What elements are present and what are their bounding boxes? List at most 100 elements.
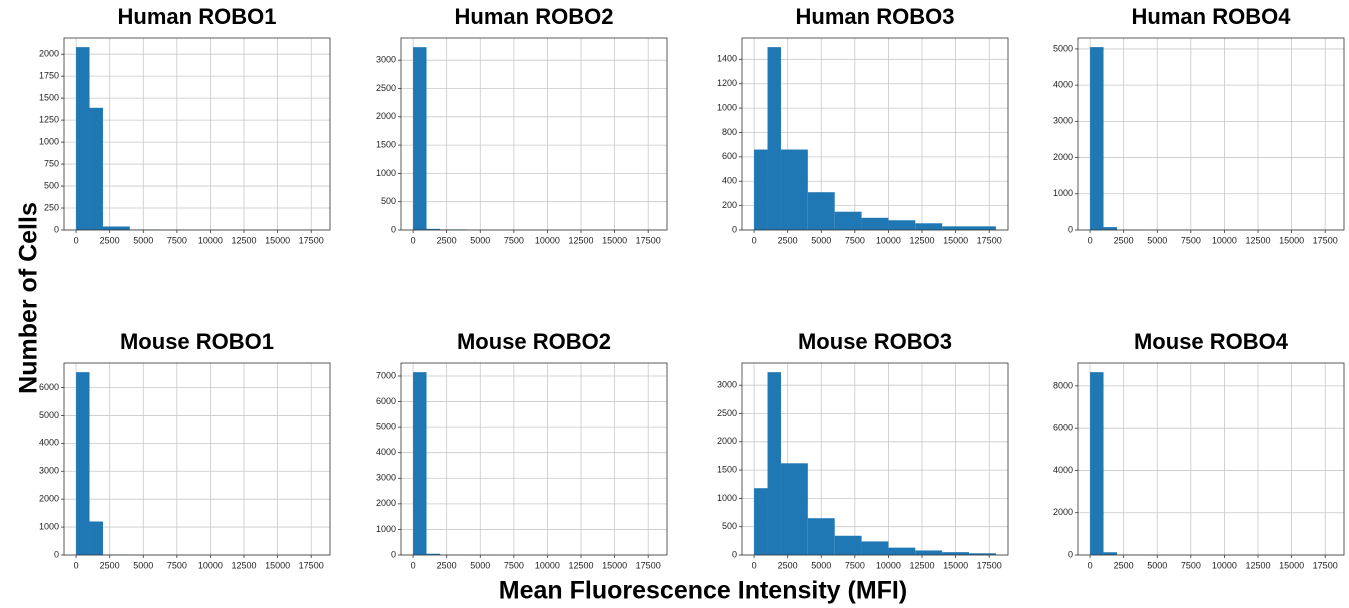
x-tick-label: 0: [411, 235, 416, 245]
y-tick-label: 2500: [376, 83, 396, 93]
bar: [767, 47, 781, 231]
x-tick-label: 10000: [1212, 560, 1237, 570]
y-tick-label: 2000: [39, 494, 59, 504]
y-tick-label: 5000: [376, 422, 396, 432]
x-tick-label: 2500: [778, 560, 798, 570]
bar: [89, 107, 103, 230]
y-tick-label: 3000: [376, 473, 396, 483]
bar: [426, 228, 440, 230]
x-tick-label: 0: [74, 560, 79, 570]
bar: [807, 518, 835, 555]
y-tick-label: 1750: [39, 71, 59, 81]
x-tick-label: 0: [1088, 235, 1093, 245]
axes-frame: [63, 37, 331, 231]
x-tick-label: 2500: [778, 235, 798, 245]
y-tick-label: 2500: [717, 408, 737, 418]
y-tick-label: 600: [722, 151, 737, 161]
y-tick-label: 0: [391, 224, 396, 234]
bar: [861, 541, 889, 555]
chart-title: Human ROBO4: [1132, 4, 1292, 29]
y-tick-label: 1250: [39, 114, 59, 124]
x-tick-label: 0: [74, 235, 79, 245]
x-tick-label: 5000: [133, 560, 153, 570]
y-tick-label: 0: [1068, 549, 1073, 559]
bar: [807, 192, 835, 230]
x-tick-label: 2500: [100, 235, 120, 245]
y-tick-label: 400: [722, 176, 737, 186]
axes-frame: [400, 362, 668, 556]
x-tick-label: 7500: [1181, 235, 1201, 245]
x-tick-label: 10000: [876, 560, 901, 570]
x-tick-label: 10000: [535, 235, 560, 245]
y-tick-label: 1500: [376, 139, 396, 149]
x-tick-label: 12500: [569, 560, 594, 570]
x-tick-label: 17500: [977, 560, 1002, 570]
y-tick-label: 500: [44, 180, 59, 190]
y-tick-label: 250: [44, 202, 59, 212]
bar: [754, 488, 768, 555]
bar: [1103, 552, 1117, 555]
bar: [834, 535, 862, 555]
y-tick-label: 2000: [376, 111, 396, 121]
x-tick-label: 0: [1088, 560, 1093, 570]
y-tick-label: 0: [54, 224, 59, 234]
x-tick-label: 5000: [133, 235, 153, 245]
y-tick-label: 1500: [717, 464, 737, 474]
x-tick-label: 7500: [845, 560, 865, 570]
y-tick-label: 750: [44, 158, 59, 168]
y-tick-label: 3000: [39, 466, 59, 476]
x-tick-label: 5000: [811, 235, 831, 245]
bar: [1090, 47, 1104, 231]
y-tick-label: 800: [722, 127, 737, 137]
y-tick-label: 8000: [1053, 380, 1073, 390]
bar: [102, 226, 130, 230]
bar: [861, 217, 889, 230]
y-tick-label: 2000: [376, 498, 396, 508]
x-tick-label: 7500: [167, 560, 187, 570]
y-tick-label: 6000: [39, 382, 59, 392]
x-tick-label: 15000: [265, 235, 290, 245]
y-tick-label: 3000: [717, 380, 737, 390]
x-tick-label: 17500: [299, 235, 324, 245]
x-tick-label: 7500: [845, 235, 865, 245]
y-tick-label: 5000: [1053, 43, 1073, 53]
y-tick-label: 3000: [1053, 116, 1073, 126]
chart-title: Mouse ROBO3: [798, 329, 952, 354]
x-axis-label: Mean Fluorescence Intensity (MFI): [499, 577, 907, 605]
x-tick-label: 12500: [569, 235, 594, 245]
x-tick-label: 7500: [504, 560, 524, 570]
x-tick-label: 15000: [602, 560, 627, 570]
bar: [767, 372, 781, 555]
x-tick-label: 7500: [504, 235, 524, 245]
bar: [426, 553, 440, 555]
x-tick-label: 0: [752, 235, 757, 245]
bar: [76, 372, 90, 555]
x-tick-label: 12500: [1246, 235, 1271, 245]
x-tick-label: 12500: [232, 235, 257, 245]
y-tick-label: 1000: [376, 168, 396, 178]
bar: [888, 547, 916, 555]
y-tick-label: 6000: [376, 396, 396, 406]
y-tick-label: 0: [1068, 224, 1073, 234]
axes-frame: [63, 362, 331, 556]
x-tick-label: 12500: [1246, 560, 1271, 570]
y-tick-label: 4000: [39, 438, 59, 448]
y-tick-label: 0: [732, 224, 737, 234]
x-tick-label: 12500: [910, 235, 935, 245]
y-tick-label: 1000: [717, 102, 737, 112]
bar: [89, 521, 103, 555]
y-tick-label: 4000: [376, 447, 396, 457]
y-tick-label: 1000: [376, 524, 396, 534]
x-tick-label: 17500: [1313, 235, 1338, 245]
y-tick-label: 200: [722, 200, 737, 210]
y-tick-label: 2000: [1053, 152, 1073, 162]
y-tick-label: 1000: [39, 136, 59, 146]
x-tick-label: 10000: [198, 235, 223, 245]
chart-title: Human ROBO1: [118, 4, 277, 29]
chart-title: Mouse ROBO2: [457, 329, 611, 354]
x-tick-label: 17500: [977, 235, 1002, 245]
y-tick-label: 2000: [39, 49, 59, 59]
y-tick-label: 5000: [39, 410, 59, 420]
bar: [834, 211, 862, 230]
